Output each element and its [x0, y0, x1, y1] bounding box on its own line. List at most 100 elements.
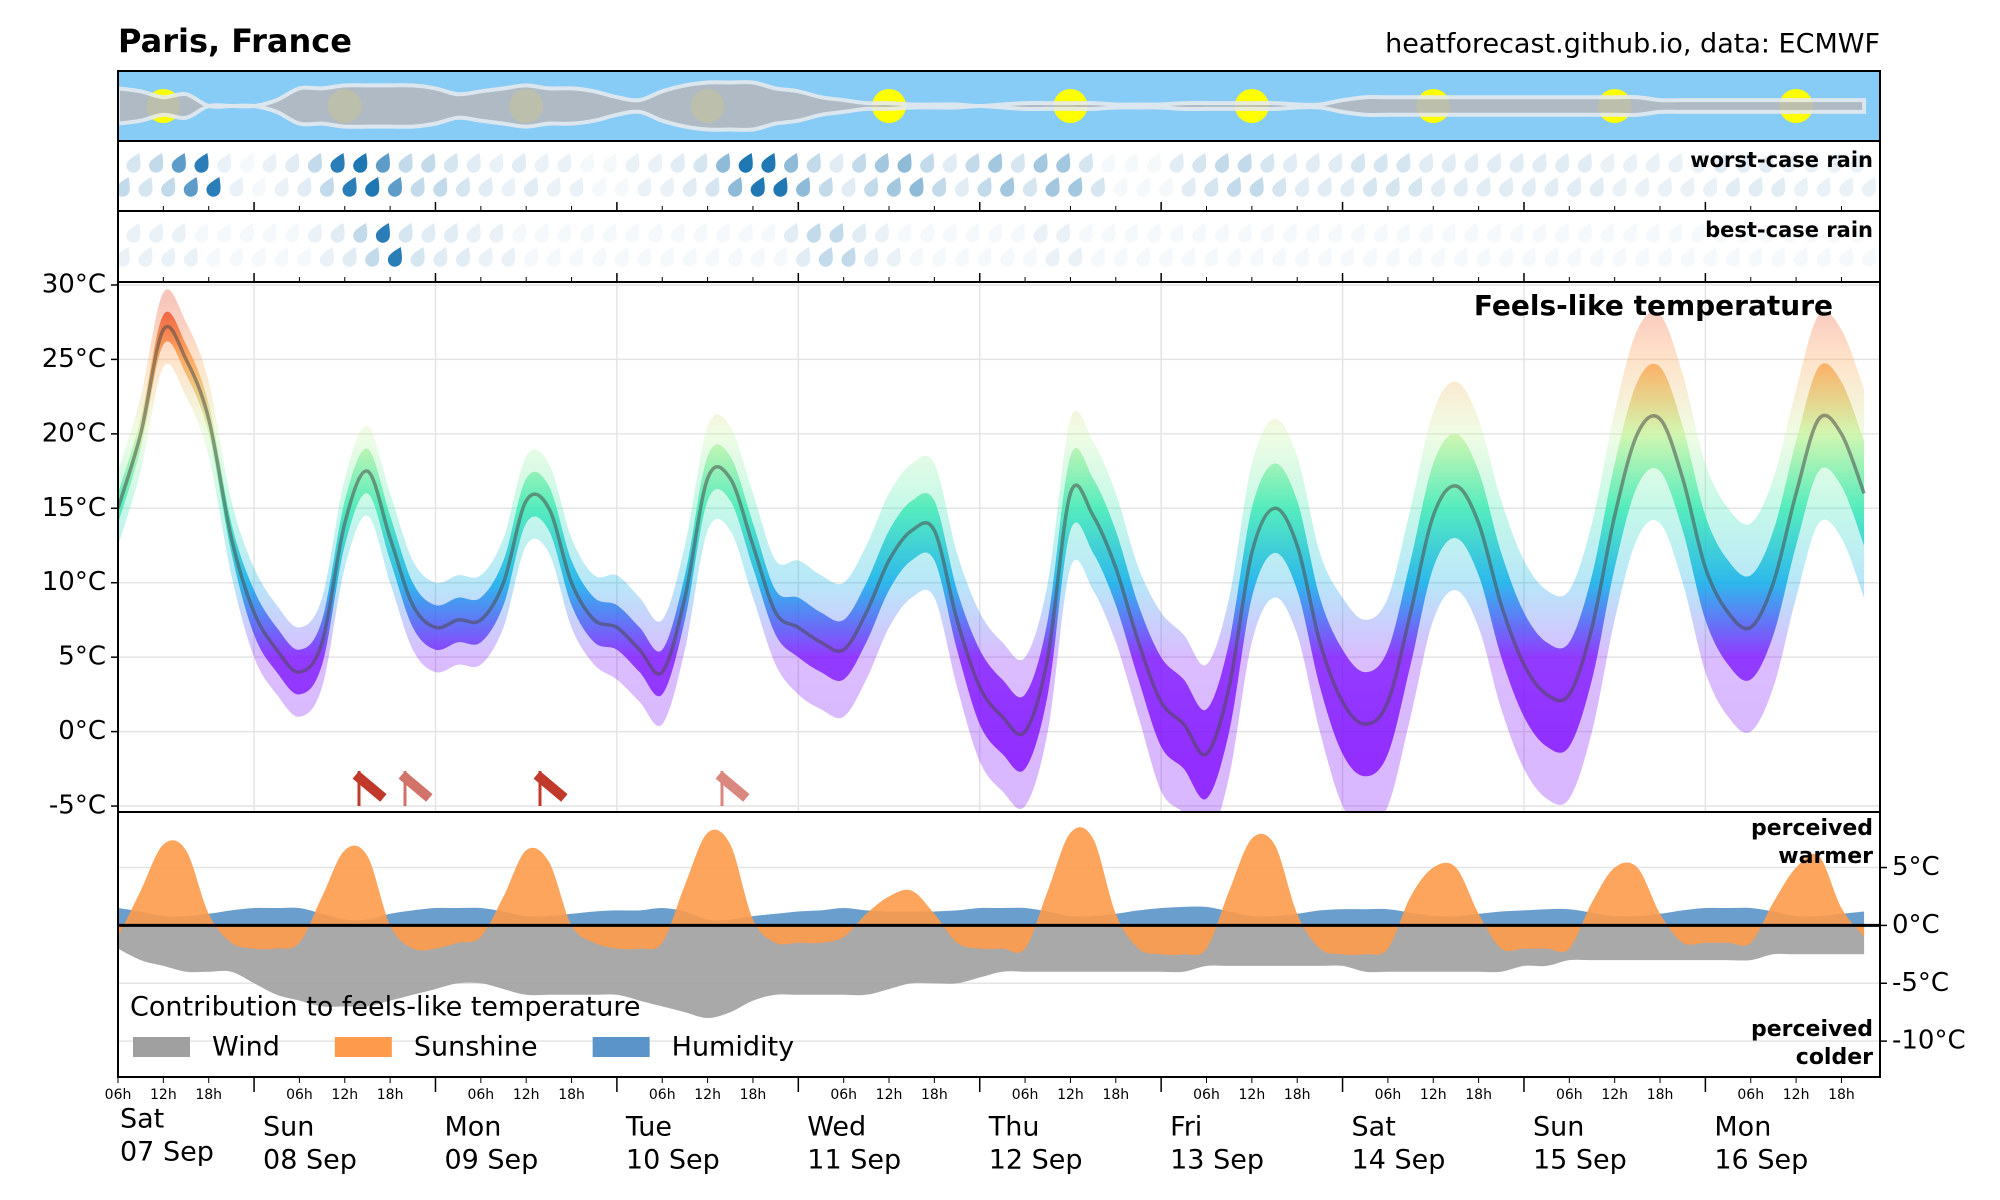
rain-drops [1419, 223, 1446, 267]
drop [1635, 247, 1650, 267]
y-tick-label: 5°C [1892, 852, 1940, 882]
drop [738, 153, 753, 173]
drop [1351, 153, 1366, 173]
drop [670, 153, 685, 173]
rain-drops [920, 223, 947, 267]
drop [750, 247, 765, 267]
rain-drops [1305, 223, 1332, 267]
rain-drops [534, 153, 561, 197]
y-tick-label: -10°C [1892, 1026, 1966, 1056]
gust-flag [352, 771, 387, 806]
drop [1441, 223, 1456, 243]
drop [1555, 153, 1570, 173]
hour-label: 12h [876, 1087, 903, 1103]
hour-label: 18h [1828, 1087, 1855, 1103]
drop [342, 177, 357, 197]
drop [1146, 153, 1161, 173]
rain-drops [965, 223, 992, 267]
rain-drops [239, 223, 266, 267]
drop [1010, 223, 1025, 243]
drop [716, 223, 731, 243]
rain-drops [1078, 223, 1105, 267]
rain-drops [443, 223, 470, 267]
drop [523, 247, 538, 267]
drop [864, 247, 879, 267]
drop [1839, 247, 1854, 267]
rain-drops [1282, 223, 1310, 267]
rain-drops [330, 153, 357, 197]
rain-drops [716, 153, 743, 197]
hour-label: 06h [830, 1087, 857, 1103]
rain-drops [1373, 223, 1400, 267]
contribution-areas [118, 827, 1865, 1018]
rain-drops [489, 153, 516, 197]
rain-drops [1328, 223, 1355, 267]
y-tick-label: 5°C [58, 642, 106, 672]
drop [818, 177, 833, 197]
drop [1464, 223, 1479, 243]
rain-drops [1555, 153, 1582, 197]
hour-label: 18h [558, 1087, 585, 1103]
rain-drops [1192, 223, 1219, 267]
drop [557, 153, 572, 173]
rain-drops [489, 223, 516, 267]
day-date: 15 Sep [1533, 1145, 1627, 1176]
drop [229, 177, 244, 197]
panel-label: colder [1796, 1045, 1873, 1070]
rain-drops [149, 223, 176, 267]
rain-drops [466, 153, 493, 197]
drop [546, 177, 561, 197]
drop [118, 247, 130, 267]
drop [1600, 153, 1615, 173]
drop [773, 247, 788, 267]
drop [602, 223, 617, 243]
rain-drops [1033, 153, 1060, 197]
drop [1680, 247, 1695, 267]
drop [648, 153, 663, 173]
day-name: Mon [444, 1112, 501, 1143]
drop [1623, 223, 1638, 243]
drop [909, 247, 924, 267]
drop [1544, 247, 1559, 267]
y-tick-label: 30°C [42, 269, 106, 299]
day-name: Fri [1170, 1112, 1202, 1143]
rain-drops [149, 153, 176, 197]
rain-drops [398, 223, 425, 267]
legend-swatch [334, 1037, 392, 1057]
rain-drops [375, 223, 402, 267]
drop [1589, 247, 1604, 267]
drop [988, 153, 1003, 173]
rain-drops [1146, 153, 1173, 197]
hour-label: 18h [195, 1087, 222, 1103]
rain-drops [988, 223, 1015, 267]
hour-label: 06h [105, 1087, 132, 1103]
day-name: Tue [625, 1112, 672, 1143]
drop [886, 247, 901, 267]
drop [1136, 177, 1151, 197]
drop [761, 153, 776, 173]
drop [1499, 177, 1514, 197]
rain-drops [1849, 153, 1876, 197]
drop [1328, 223, 1343, 243]
rain-drops [557, 153, 584, 197]
drop [1781, 223, 1796, 243]
rain-drops [1645, 223, 1672, 267]
rain-drops [1736, 223, 1763, 267]
drop [171, 223, 186, 243]
rain-drops [1282, 153, 1310, 197]
drop [1577, 223, 1592, 243]
drop [1272, 177, 1287, 197]
y-tick-label: 0°C [58, 716, 106, 746]
hour-label: 12h [1057, 1087, 1084, 1103]
rain-drops [1668, 223, 1695, 267]
drop [1363, 177, 1378, 197]
rain-drops [118, 177, 130, 197]
hour-label: 18h [377, 1087, 404, 1103]
rain-drops [942, 153, 969, 197]
rain-drops [421, 223, 448, 267]
rain-drops [1237, 153, 1264, 197]
rain-drops [897, 223, 924, 267]
drop [307, 153, 322, 173]
rain-drops [1759, 223, 1786, 267]
drop [852, 153, 867, 173]
